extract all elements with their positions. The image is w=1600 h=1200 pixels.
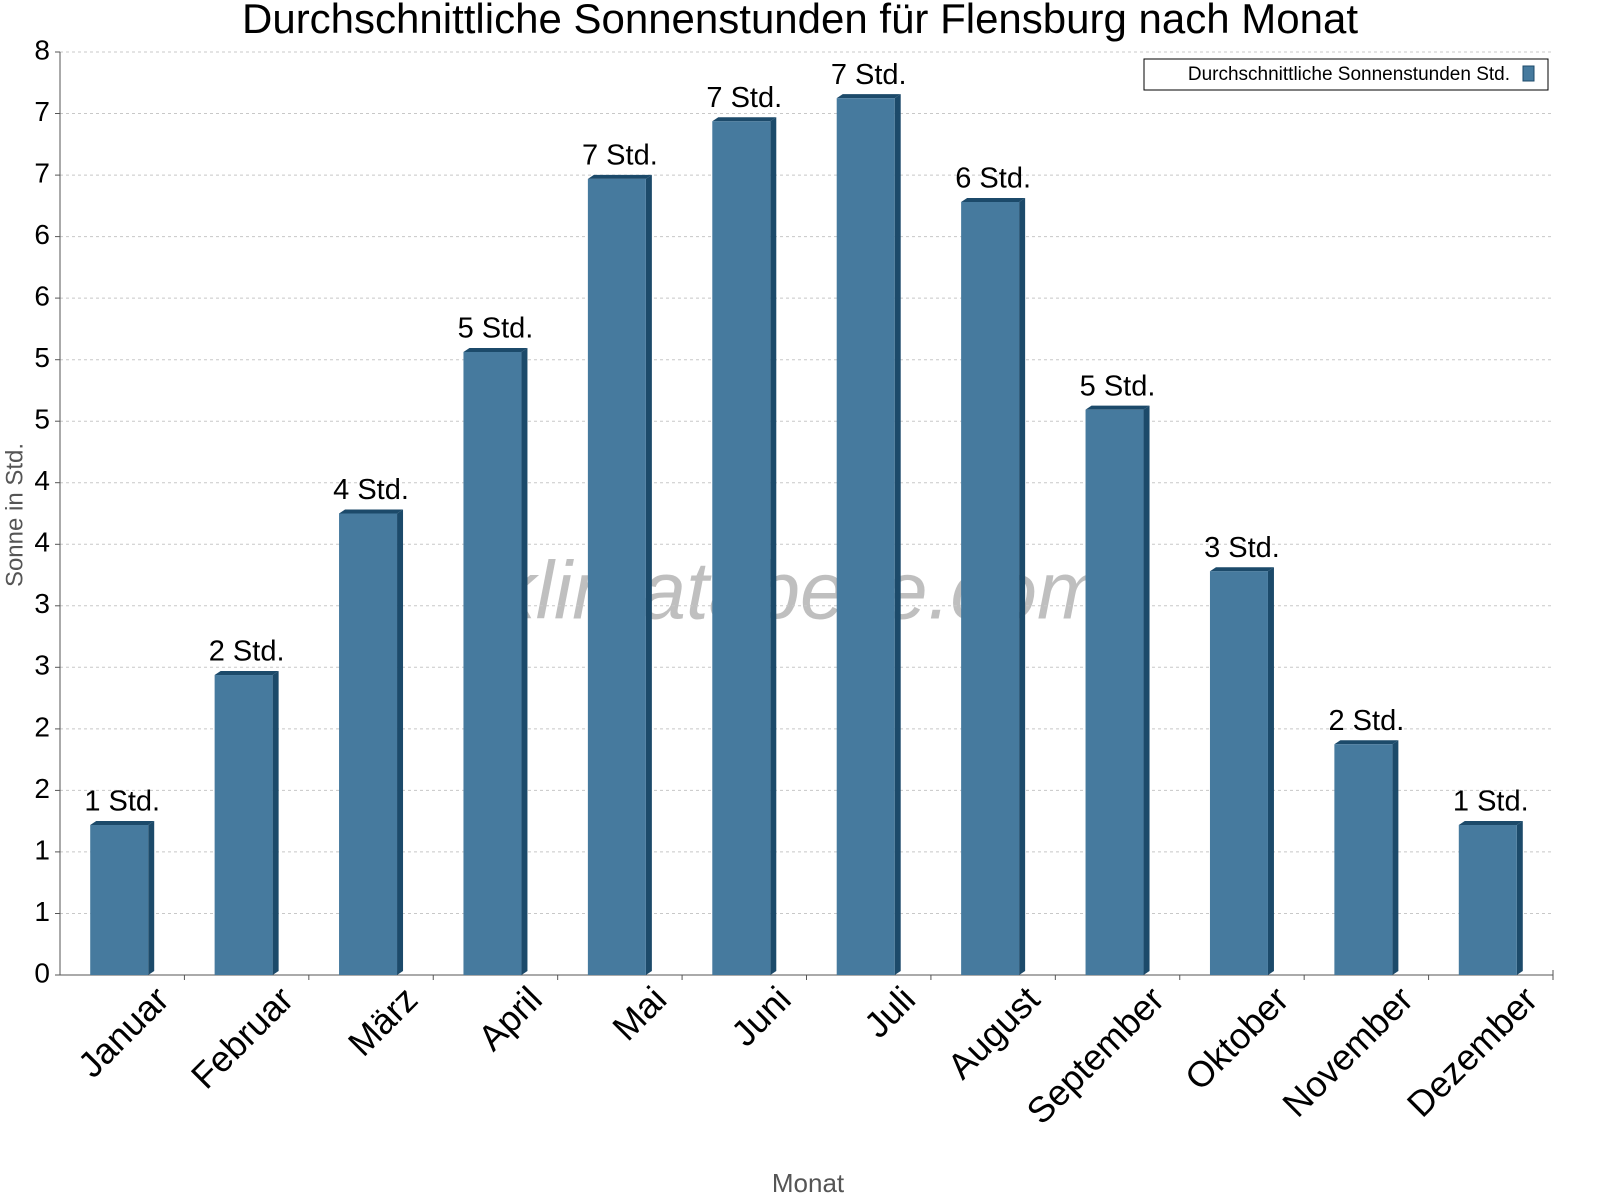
data-label: 7 Std. bbox=[582, 140, 658, 172]
legend-swatch bbox=[1522, 65, 1535, 82]
y-tick-label: 0 bbox=[34, 957, 50, 988]
data-label: 2 Std. bbox=[209, 636, 285, 668]
x-tick-label: Juli bbox=[856, 978, 923, 1045]
y-tick-label: 6 bbox=[34, 219, 50, 250]
bar-top bbox=[1458, 821, 1523, 826]
data-label: 1 Std. bbox=[1453, 786, 1529, 818]
bar-front bbox=[339, 513, 398, 975]
bar-top bbox=[339, 509, 404, 514]
data-label: 4 Std. bbox=[333, 474, 409, 506]
y-tick-label: 6 bbox=[34, 280, 50, 311]
bar-front bbox=[1209, 571, 1268, 975]
data-label: 5 Std. bbox=[458, 313, 534, 345]
x-tick-label: Februar bbox=[183, 978, 301, 1096]
bar-front bbox=[214, 675, 273, 975]
y-tick-label: 5 bbox=[34, 404, 50, 435]
x-axis-title: Monat bbox=[772, 1168, 845, 1198]
x-tick-label: April bbox=[470, 978, 550, 1058]
bar-top bbox=[214, 671, 279, 676]
x-tick-label: August bbox=[939, 978, 1047, 1086]
y-axis-title: Sonne in Std. bbox=[1, 443, 28, 587]
bar-top bbox=[1334, 740, 1399, 745]
bar-top bbox=[587, 174, 652, 179]
data-label: 7 Std. bbox=[831, 59, 907, 91]
y-tick-label: 8 bbox=[34, 34, 50, 65]
x-tick-label: Juni bbox=[723, 978, 799, 1054]
bar-top bbox=[1085, 405, 1150, 410]
bar-side bbox=[1019, 197, 1026, 976]
bar-side bbox=[770, 117, 777, 976]
bar-side bbox=[148, 821, 155, 975]
bar-front bbox=[1085, 409, 1144, 976]
bar bbox=[214, 671, 279, 975]
bar bbox=[587, 174, 652, 976]
bar bbox=[339, 509, 404, 975]
bar-front bbox=[587, 178, 646, 976]
bar-side bbox=[1516, 821, 1523, 975]
bar bbox=[1334, 740, 1399, 975]
bar bbox=[961, 197, 1026, 976]
bar-side bbox=[1143, 405, 1150, 976]
chart-title: Durchschnittliche Sonnenstunden für Flen… bbox=[242, 0, 1358, 42]
legend-label: Durchschnittliche Sonnenstunden Std. bbox=[1188, 64, 1510, 85]
bar-top bbox=[836, 94, 901, 99]
bar-side bbox=[1392, 740, 1399, 975]
bar-front bbox=[712, 121, 771, 976]
y-tick-label: 7 bbox=[34, 157, 50, 188]
bar bbox=[463, 347, 528, 976]
y-tick-label: 3 bbox=[34, 588, 50, 619]
y-tick-label: 2 bbox=[34, 773, 50, 804]
x-tick-label: Oktober bbox=[1177, 978, 1297, 1098]
bar-side bbox=[397, 509, 404, 975]
bar-side bbox=[521, 347, 528, 976]
data-label: 1 Std. bbox=[84, 786, 160, 818]
x-tick-label: Januar bbox=[70, 978, 177, 1085]
bar-top bbox=[961, 197, 1026, 202]
bar-front bbox=[1458, 825, 1517, 975]
y-tick-label: 3 bbox=[34, 650, 50, 681]
y-tick-label: 4 bbox=[34, 465, 50, 496]
x-tick-label: März bbox=[340, 978, 426, 1064]
bar-side bbox=[272, 671, 279, 975]
bar-front bbox=[836, 98, 895, 975]
bar-top bbox=[90, 821, 155, 826]
data-label: 6 Std. bbox=[955, 163, 1031, 195]
bar-side bbox=[894, 94, 901, 975]
legend: Durchschnittliche Sonnenstunden Std. bbox=[1143, 58, 1549, 91]
data-label: 7 Std. bbox=[706, 82, 782, 114]
y-tick-label: 2 bbox=[34, 711, 50, 742]
bar-top bbox=[1209, 567, 1274, 572]
bar bbox=[836, 94, 901, 975]
bar-front bbox=[90, 825, 149, 975]
bar-front bbox=[1334, 744, 1393, 975]
y-tick-label: 1 bbox=[34, 896, 50, 927]
data-label: 3 Std. bbox=[1204, 532, 1280, 564]
bar-front bbox=[463, 351, 522, 976]
bar-top bbox=[463, 347, 528, 352]
data-label: 5 Std. bbox=[1080, 370, 1156, 402]
bar-top bbox=[712, 117, 777, 122]
bar bbox=[90, 821, 155, 975]
data-label: 2 Std. bbox=[1328, 705, 1404, 737]
y-tick-label: 1 bbox=[34, 834, 50, 865]
x-tick-label: Dezember bbox=[1399, 978, 1545, 1124]
y-tick-label: 5 bbox=[34, 342, 50, 373]
bar-front bbox=[961, 201, 1020, 976]
bar bbox=[712, 117, 777, 976]
bar-side bbox=[645, 174, 652, 976]
x-tick-label: November bbox=[1274, 978, 1420, 1124]
bar bbox=[1209, 567, 1274, 975]
bar-side bbox=[1267, 567, 1274, 975]
legend-box bbox=[1143, 58, 1549, 91]
y-tick-label: 7 bbox=[34, 96, 50, 127]
bar bbox=[1458, 821, 1523, 975]
y-tick-label: 4 bbox=[34, 527, 50, 558]
bar bbox=[1085, 405, 1150, 976]
x-tick-label: Mai bbox=[604, 978, 674, 1048]
